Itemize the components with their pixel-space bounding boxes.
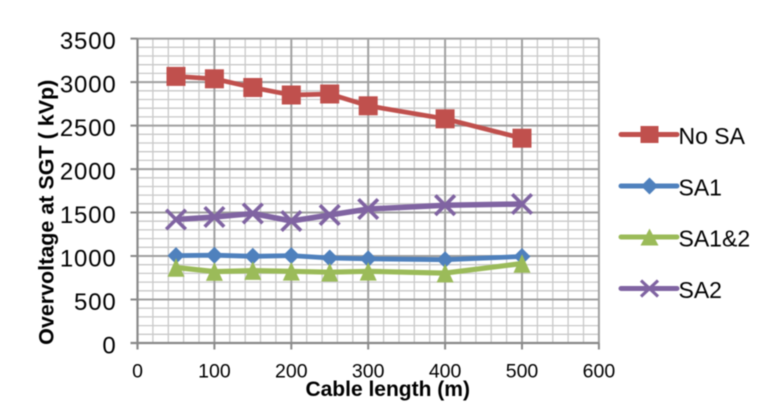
svg-text:400: 400 xyxy=(429,360,462,382)
svg-text:300: 300 xyxy=(352,360,385,382)
svg-text:2000: 2000 xyxy=(60,159,117,186)
svg-text:3500: 3500 xyxy=(60,28,117,55)
svg-text:1000: 1000 xyxy=(60,246,117,273)
svg-text:Cable length (m): Cable length (m) xyxy=(305,378,470,401)
svg-text:0: 0 xyxy=(102,333,116,360)
svg-text:3000: 3000 xyxy=(60,72,117,99)
svg-text:SA1&2: SA1&2 xyxy=(679,226,751,252)
svg-text:SA2: SA2 xyxy=(679,277,722,303)
svg-text:500: 500 xyxy=(506,360,539,382)
svg-text:0: 0 xyxy=(132,360,143,382)
svg-text:2500: 2500 xyxy=(60,115,117,142)
svg-text:1500: 1500 xyxy=(60,202,117,229)
svg-text:200: 200 xyxy=(275,360,308,382)
svg-text:100: 100 xyxy=(198,360,231,382)
svg-text:500: 500 xyxy=(74,289,116,316)
svg-text:600: 600 xyxy=(583,360,616,382)
svg-text:Overvoltage at SGT ( kVp): Overvoltage at SGT ( kVp) xyxy=(35,80,59,345)
svg-text:SA1: SA1 xyxy=(679,175,722,201)
svg-text:No SA: No SA xyxy=(679,123,746,149)
